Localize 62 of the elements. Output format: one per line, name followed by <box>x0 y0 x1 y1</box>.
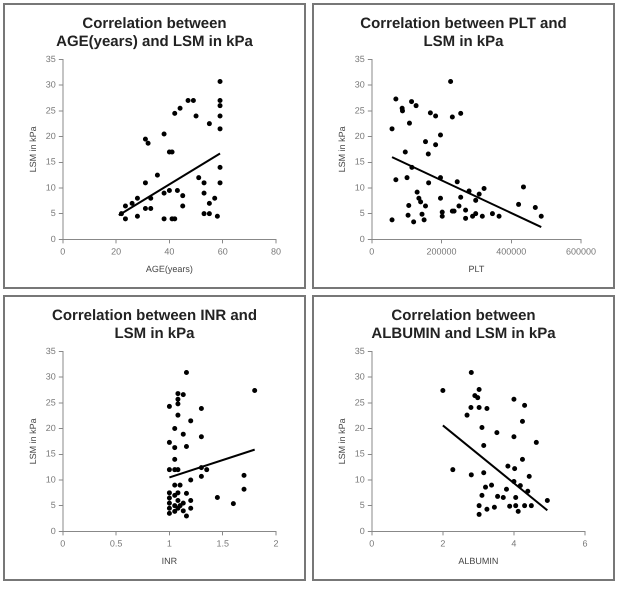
x-tick-label: 0 <box>368 246 374 256</box>
y-tick-label: 5 <box>50 500 56 510</box>
x-tick-label: 2 <box>440 538 445 548</box>
y-tick-label: 35 <box>354 346 364 356</box>
chart-title: Correlation between AGE(years) and LSM in kPa <box>55 15 254 51</box>
y-tick-label: 35 <box>45 54 56 64</box>
y-axis-title: LSM in kPa <box>336 126 346 172</box>
y-tick-label: 25 <box>354 105 364 116</box>
x-tick-label: 0 <box>368 538 374 548</box>
x-tick-label: 4 <box>510 538 516 548</box>
chart-title: Correlation between PLT and LSM in kPa <box>359 15 568 51</box>
x-axis-title: AGE(years) <box>145 264 192 274</box>
chart-title: Correlation between ALBUMIN and LSM in kPa <box>370 307 557 343</box>
y-tick-label: 30 <box>45 80 56 90</box>
y-tick-label: 30 <box>354 80 364 90</box>
y-tick-label: 35 <box>45 346 56 356</box>
y-tick-label: 5 <box>359 500 364 510</box>
y-tick-label: 5 <box>359 208 364 218</box>
y-tick-label: 30 <box>354 372 364 382</box>
y-tick-label: 25 <box>45 105 56 116</box>
x-tick-label: 0 <box>60 246 65 256</box>
y-tick-label: 15 <box>45 156 56 167</box>
y-tick-label: 15 <box>45 448 56 459</box>
y-tick-label: 5 <box>50 208 56 218</box>
y-tick-label: 25 <box>354 397 364 408</box>
y-tick-label: 30 <box>45 372 56 382</box>
x-tick-label: 40 <box>164 246 174 256</box>
y-tick-label: 20 <box>354 131 364 142</box>
y-tick-label: 10 <box>45 182 56 192</box>
y-tick-label: 0 <box>359 234 364 244</box>
x-tick-label: 80 <box>270 246 281 256</box>
y-tick-label: 15 <box>354 448 364 459</box>
y-axis-title: LSM in kPa <box>27 418 38 464</box>
y-tick-label: 15 <box>354 156 364 167</box>
y-tick-label: 20 <box>45 423 56 434</box>
x-tick-label: 200000 <box>426 246 456 256</box>
x-axis-title: INR <box>161 556 178 566</box>
y-tick-label: 0 <box>50 234 56 244</box>
x-tick-label: 6 <box>582 538 588 548</box>
x-axis-title: PLT <box>468 264 484 274</box>
x-tick-label: 1.5 <box>216 538 228 548</box>
x-tick-label: 0 <box>60 538 65 548</box>
y-tick-label: 10 <box>354 182 364 192</box>
y-tick-label: 10 <box>45 474 56 484</box>
x-tick-label: 2 <box>272 538 278 548</box>
x-tick-label: 600000 <box>565 246 596 256</box>
y-axis-title: LSM in kPa <box>336 418 346 464</box>
chart-title: Correlation between INR and LSM in kPa <box>50 307 258 343</box>
y-tick-label: 25 <box>45 397 56 408</box>
y-tick-label: 0 <box>50 526 56 536</box>
y-tick-label: 35 <box>354 54 364 64</box>
y-tick-label: 20 <box>45 131 56 142</box>
x-tick-label: 20 <box>110 246 121 256</box>
y-tick-label: 10 <box>354 474 364 484</box>
y-axis-title: LSM in kPa <box>27 126 38 172</box>
x-tick-label: 1 <box>166 538 172 548</box>
x-tick-label: 60 <box>217 246 228 256</box>
x-tick-label: 0.5 <box>109 538 122 548</box>
x-axis-title: ALBUMIN <box>458 556 498 566</box>
x-tick-label: 400000 <box>496 246 526 256</box>
y-tick-label: 20 <box>354 423 364 434</box>
y-tick-label: 0 <box>359 526 364 536</box>
